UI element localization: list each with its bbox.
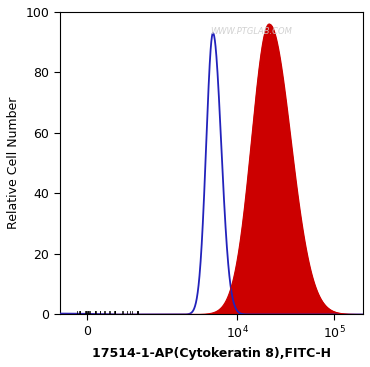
Text: WWW.PTGLAB.COM: WWW.PTGLAB.COM — [210, 27, 292, 36]
Y-axis label: Relative Cell Number: Relative Cell Number — [7, 97, 20, 229]
X-axis label: 17514-1-AP(Cytokeratin 8),FITC-H: 17514-1-AP(Cytokeratin 8),FITC-H — [92, 347, 331, 360]
